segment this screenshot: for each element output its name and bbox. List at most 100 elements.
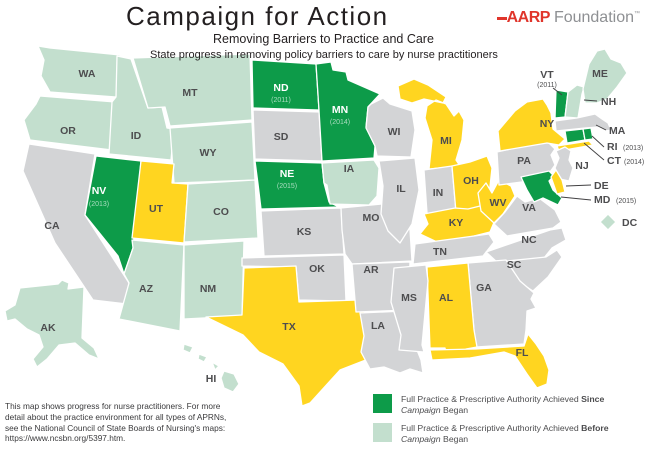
note-line: see the National Council of State Boards…: [5, 422, 226, 433]
page-subtitle: Removing Barriers to Practice and Care: [213, 32, 434, 46]
state-label-nc: NC: [521, 234, 537, 246]
callout-line-nh: [583, 99, 598, 102]
state-label-id: ID: [131, 130, 142, 142]
state-label-al: AL: [439, 292, 454, 304]
state-label-mi: MI: [440, 135, 452, 147]
state-label-ia: IA: [344, 163, 355, 175]
state-kentucky: [419, 205, 496, 243]
legend-text-italic: Campaign: [401, 433, 441, 444]
callout-year-ct: (2014): [624, 159, 644, 166]
state-label-ak: AK: [40, 322, 56, 334]
callout-line-de: [565, 184, 592, 187]
state-label-oh: OH: [463, 175, 479, 187]
state-label-in: IN: [433, 187, 444, 199]
callout-label-ri: RI: [607, 141, 618, 153]
state-oregon: [23, 95, 116, 151]
callout-label-nh: NH: [601, 96, 616, 108]
state-mississippi: [390, 264, 429, 353]
state-label-ky: KY: [449, 217, 464, 229]
state-label-ok: OK: [309, 263, 325, 275]
state-label-wv: WV: [490, 197, 507, 209]
logo-name-text: Foundation: [553, 9, 634, 26]
state-label-tx: TX: [282, 321, 295, 333]
callout-label-de: DE: [594, 180, 609, 192]
state-new-mexico: [183, 240, 245, 320]
legend-swatch-before: [373, 423, 392, 442]
legend-text-before: Full Practice & Prescriptive Authority A…: [401, 423, 609, 444]
state-alaska: [4, 279, 100, 368]
state-illinois: [378, 157, 420, 244]
state-year-mn: (2014): [330, 119, 350, 126]
state-label-tn: TN: [433, 246, 447, 258]
callout-label-dc: DC: [622, 217, 638, 229]
state-texas: [205, 265, 380, 407]
state-kansas: [260, 207, 345, 257]
state-tennessee: [412, 233, 495, 265]
callout-label-ma: MA: [609, 125, 626, 137]
state-washington: [37, 45, 121, 98]
state-label-sd: SD: [274, 131, 289, 143]
state-iowa: [321, 159, 380, 206]
state-label-ms: MS: [401, 292, 417, 304]
state-label-la: LA: [371, 320, 385, 332]
page-tagline: State progress in removing policy barrie…: [150, 49, 498, 61]
legend-text-italic: Campaign: [401, 404, 441, 415]
state-dc: [599, 213, 617, 231]
state-label-va: VA: [522, 202, 536, 214]
state-rhode-island: [582, 127, 594, 141]
state-label-ny: NY: [540, 118, 555, 130]
state-labels-layer: WA OR CA NV (2013) ID MT WY UT CO AZ NM …: [40, 68, 607, 385]
callout-year-ri: (2013): [623, 145, 643, 152]
state-connecticut: [564, 128, 586, 144]
legend-text-rest: Began: [440, 404, 469, 415]
state-label-nd: ND: [273, 82, 289, 94]
logo-trademark: ™: [634, 11, 640, 17]
aarp-foundation-logo: AARP Foundation ™: [496, 9, 640, 27]
state-new-hampshire: [564, 84, 585, 119]
state-label-fl: FL: [516, 347, 529, 359]
logo-brand-text: AARP: [506, 9, 551, 26]
legend-text-emphasis: Before: [581, 423, 609, 433]
state-label-hi: HI: [206, 373, 217, 385]
logo-dash-icon: [496, 16, 507, 20]
callout-line-ri: [591, 135, 605, 148]
state-year-nv: (2013): [89, 201, 109, 208]
legend-item-since: Full Practice & Prescriptive Authority A…: [373, 394, 609, 415]
state-label-az: AZ: [139, 283, 154, 295]
callout-line-ma: [595, 124, 607, 131]
legend-item-before: Full Practice & Prescriptive Authority A…: [373, 423, 609, 444]
state-label-ut: UT: [149, 203, 164, 215]
state-montana: [132, 53, 253, 127]
state-label-pa: PA: [517, 155, 531, 167]
state-label-me: ME: [592, 68, 608, 80]
note-line: This map shows progress for nurse practi…: [5, 401, 221, 411]
state-label-wi: WI: [388, 126, 401, 138]
state-label-ar: AR: [363, 264, 379, 276]
state-maine: [582, 48, 628, 104]
state-label-ks: KS: [297, 226, 312, 238]
state-wisconsin: [365, 97, 416, 158]
callout-label-ct: CT: [607, 155, 622, 167]
state-year-ne: (2015): [277, 183, 297, 190]
state-label-nv: NV: [92, 185, 107, 197]
state-label-ca: CA: [44, 220, 60, 232]
callout-year-md: (2015): [616, 198, 636, 205]
callout-line-md: [560, 196, 592, 201]
callout-label-vt: VT: [540, 69, 554, 81]
state-label-mo: MO: [363, 212, 380, 224]
state-delaware: [550, 169, 566, 195]
state-hawaii: [182, 343, 240, 393]
state-label-or: OR: [60, 125, 76, 137]
callout-line-vt: [552, 87, 563, 96]
state-virginia: [493, 195, 562, 237]
state-label-wy: WY: [200, 147, 217, 159]
legend-text-main: Full Practice & Prescriptive Authority A…: [401, 423, 582, 433]
callouts-layer: VT (2011) NH MA RI (2013) CT (2014) DE M…: [537, 69, 644, 229]
page-title: Campaign for Action: [126, 1, 389, 31]
callout-label-md: MD: [594, 194, 611, 206]
callout-year-vt: (2011): [537, 82, 557, 89]
state-label-sc: SC: [507, 259, 522, 271]
state-florida: [429, 333, 550, 389]
note-line: https://www.ncsbn.org/5397.htm.: [5, 433, 126, 444]
state-alabama: [426, 262, 478, 359]
